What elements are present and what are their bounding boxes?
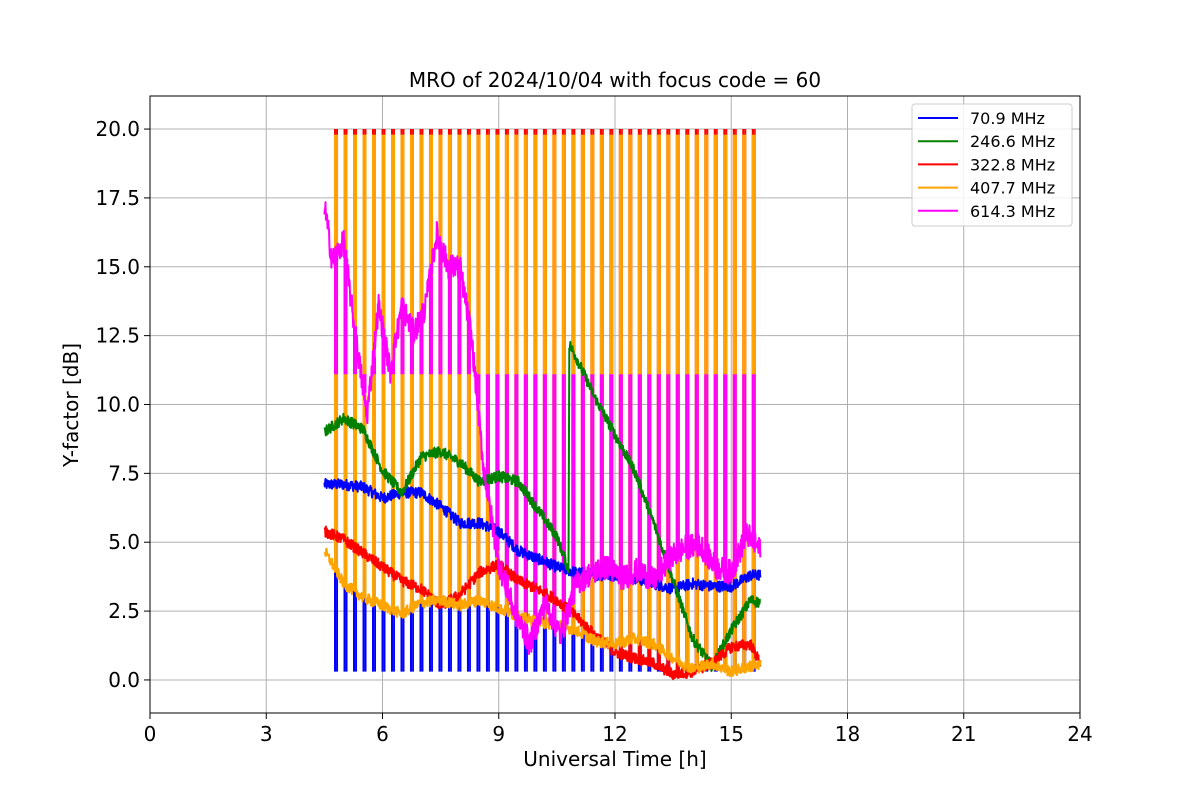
y-tick-label: 0.0 bbox=[108, 668, 140, 692]
x-tick-label: 15 bbox=[719, 722, 744, 746]
y-tick-label: 10.0 bbox=[95, 393, 140, 417]
x-axis: 0 3 6 9 12 15 18 21 24 bbox=[144, 713, 1093, 746]
y-tick-label: 15.0 bbox=[95, 255, 140, 279]
series-line bbox=[323, 525, 762, 681]
legend-box bbox=[911, 103, 1073, 227]
series-line bbox=[323, 477, 762, 595]
calibration-pulses bbox=[334, 129, 756, 674]
legend-entry: 407.7 MHz bbox=[970, 179, 1055, 198]
y-tick-label: 2.5 bbox=[108, 599, 140, 623]
legend: 70.9 MHz 246.6 MHz 322.8 MHz 407.7 MHz 614.3… bbox=[911, 103, 1073, 227]
series-line bbox=[323, 340, 761, 673]
x-tick-label: 12 bbox=[602, 722, 627, 746]
x-tick-label: 24 bbox=[1067, 722, 1092, 746]
y-tick-label: 5.0 bbox=[108, 530, 140, 554]
x-tick-label: 0 bbox=[144, 722, 157, 746]
series-lines bbox=[323, 201, 762, 681]
series-line bbox=[323, 547, 762, 678]
y-axis: 0.0 2.5 5.0 7.5 10.0 12.5 15.0 17.5 20.0 bbox=[95, 117, 150, 692]
y-tick-label: 17.5 bbox=[95, 186, 140, 210]
x-axis-label: Universal Time [h] bbox=[523, 747, 706, 771]
y-tick-label: 7.5 bbox=[108, 461, 140, 485]
y-tick-label: 12.5 bbox=[95, 324, 140, 348]
legend-entry: 70.9 MHz bbox=[970, 109, 1045, 128]
x-tick-label: 9 bbox=[492, 722, 505, 746]
y-axis-label: Y-factor [dB] bbox=[59, 343, 83, 468]
chart-title: MRO of 2024/10/04 with focus code = 60 bbox=[409, 68, 821, 92]
y-tick-label: 20.0 bbox=[95, 117, 140, 141]
legend-entry: 614.3 MHz bbox=[970, 202, 1055, 221]
x-tick-label: 6 bbox=[376, 722, 389, 746]
x-tick-label: 18 bbox=[835, 722, 860, 746]
plot-area bbox=[323, 129, 762, 681]
x-tick-label: 3 bbox=[260, 722, 273, 746]
legend-entry: 246.6 MHz bbox=[970, 132, 1055, 151]
series-line bbox=[323, 201, 762, 655]
x-tick-label: 21 bbox=[951, 722, 976, 746]
legend-entry: 322.8 MHz bbox=[970, 155, 1055, 174]
